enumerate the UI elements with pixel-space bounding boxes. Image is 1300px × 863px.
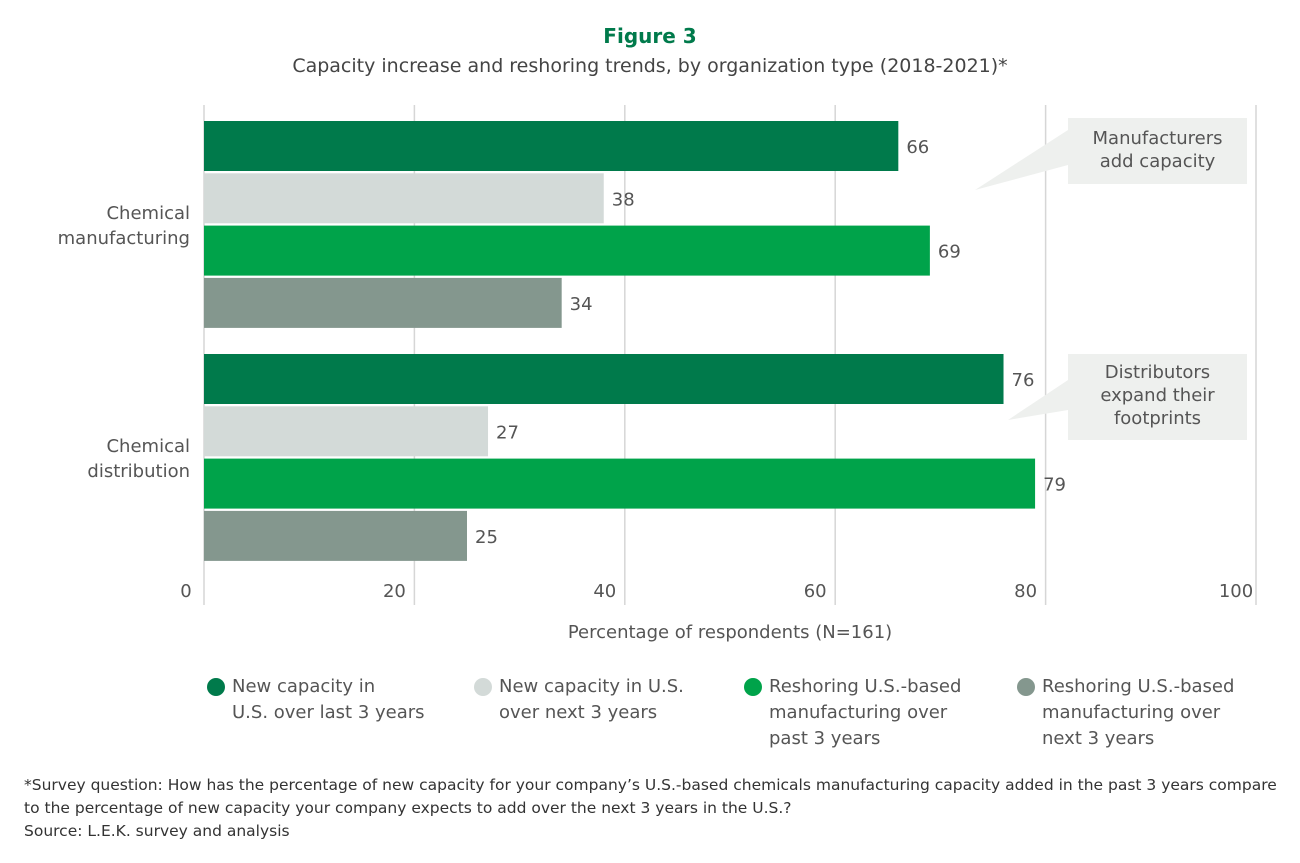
category-label-line: manufacturing [57, 227, 190, 249]
category-label-line: Chemical [106, 435, 190, 457]
annotation-line: footprints [1113, 408, 1202, 429]
data-label: 69 [938, 242, 961, 263]
annotation-line: expand their [1100, 385, 1215, 406]
annotation-line: add capacity [1099, 151, 1216, 172]
x-tick-label: 0 [180, 581, 191, 602]
legend-label-line: next 3 years [1042, 728, 1155, 749]
legend-label-line: New capacity in [232, 676, 376, 697]
annotation-callout: Distributors expand their footprints [1068, 354, 1247, 440]
legend-label: New capacity in U.S. over last 3 years [232, 674, 425, 726]
callout-pointer [975, 130, 1068, 190]
legend-item: New capacity in U.S. over last 3 years [207, 674, 425, 726]
bar [204, 406, 489, 457]
legend-label-line: manufacturing over [1042, 702, 1221, 723]
callout-pointer [1008, 380, 1068, 420]
legend-item: Reshoring U.S.-based manufacturing over ne… [1017, 674, 1234, 752]
footnote: *Survey question: How has the percentage… [24, 774, 1284, 843]
data-label: 34 [570, 294, 593, 315]
data-label: 38 [612, 189, 635, 210]
x-axis-label: Percentage of respondents (N=161) [567, 622, 893, 643]
legend-item: Reshoring U.S.-based manufacturing over pa… [744, 674, 961, 752]
legend-label: New capacity in U.S. over next 3 years [499, 674, 684, 726]
legend-swatch [207, 678, 225, 696]
x-tick-label: 80 [1014, 581, 1037, 602]
legend-label: Reshoring U.S.-based manufacturing over ne… [1042, 674, 1234, 752]
bar [204, 458, 1036, 509]
legend-swatch [744, 678, 762, 696]
legend-label-line: Reshoring U.S.-based [1042, 676, 1235, 697]
legend-label-line: over next 3 years [499, 702, 658, 723]
bar [204, 510, 467, 561]
data-label: 25 [475, 527, 498, 548]
x-tick-label: 60 [804, 581, 827, 602]
bar [204, 225, 930, 276]
bar [204, 277, 562, 328]
source-text: Source: L.E.K. survey and analysis [24, 822, 290, 840]
x-tick-label: 40 [593, 581, 616, 602]
data-label: 76 [1012, 370, 1035, 391]
legend-label-line: manufacturing over [769, 702, 948, 723]
annotation-line: Manufacturers [1092, 128, 1223, 149]
bar [204, 121, 899, 171]
category-label-line: distribution [87, 460, 190, 482]
x-tick-label: 100 [1219, 581, 1253, 602]
data-label: 66 [906, 137, 929, 158]
category-label-line: Chemical [106, 202, 190, 224]
data-label: 27 [496, 422, 519, 443]
legend-label: Reshoring U.S.-based manufacturing over pa… [769, 674, 961, 752]
data-label: 79 [1043, 475, 1066, 496]
annotation-line: Distributors [1104, 362, 1211, 383]
category-label: Chemical manufacturing [10, 201, 190, 251]
legend-label-line: New capacity in U.S. [499, 676, 684, 697]
footnote-text: *Survey question: How has the percentage… [24, 776, 1277, 817]
bar [204, 354, 1004, 404]
category-label: Chemical distribution [10, 434, 190, 484]
legend-label-line: U.S. over last 3 years [232, 702, 425, 723]
legend-label-line: past 3 years [769, 728, 881, 749]
legend-swatch [1017, 678, 1035, 696]
annotation-callout: Manufacturers add capacity [1068, 118, 1247, 184]
chart-subtitle: Capacity increase and reshoring trends, … [292, 55, 1008, 77]
legend-label-line: Reshoring U.S.-based [769, 676, 962, 697]
chart-title: Figure 3 [603, 24, 697, 48]
bar [204, 173, 604, 224]
x-tick-label: 20 [383, 581, 406, 602]
legend-item: New capacity in U.S. over next 3 years [474, 674, 684, 726]
legend-swatch [474, 678, 492, 696]
